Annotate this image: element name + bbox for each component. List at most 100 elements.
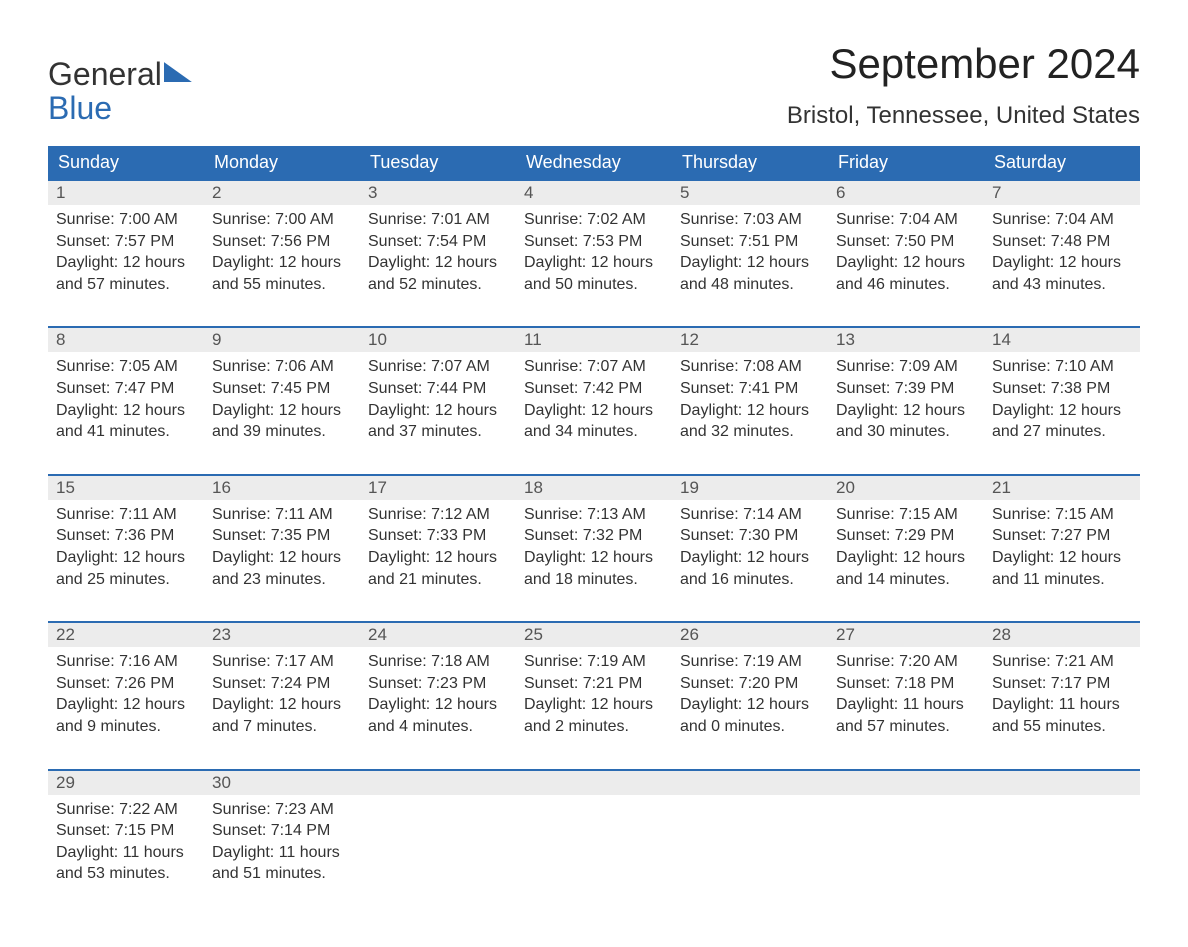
day-body: Sunrise: 7:02 AMSunset: 7:53 PMDaylight:… [516, 205, 672, 317]
sunrise-text: Sunrise: 7:05 AM [56, 356, 196, 378]
daylight-line1: Daylight: 12 hours [368, 694, 508, 716]
daylight-line2: and 7 minutes. [212, 716, 352, 738]
day-body: Sunrise: 7:01 AMSunset: 7:54 PMDaylight:… [360, 205, 516, 317]
day-cell [828, 770, 984, 907]
day-cell: 23Sunrise: 7:17 AMSunset: 7:24 PMDayligh… [204, 622, 360, 759]
daylight-line1: Daylight: 12 hours [212, 694, 352, 716]
daylight-line1: Daylight: 12 hours [524, 252, 664, 274]
daylight-line1: Daylight: 12 hours [680, 252, 820, 274]
sunrise-text: Sunrise: 7:06 AM [212, 356, 352, 378]
day-body: Sunrise: 7:06 AMSunset: 7:45 PMDaylight:… [204, 352, 360, 464]
day-number: 29 [48, 771, 204, 795]
sunrise-text: Sunrise: 7:15 AM [992, 504, 1132, 526]
sunset-text: Sunset: 7:44 PM [368, 378, 508, 400]
daylight-line2: and 57 minutes. [836, 716, 976, 738]
daylight-line2: and 34 minutes. [524, 421, 664, 443]
weekday-header: Thursday [672, 146, 828, 180]
daylight-line2: and 4 minutes. [368, 716, 508, 738]
sunset-text: Sunset: 7:18 PM [836, 673, 976, 695]
day-body: Sunrise: 7:13 AMSunset: 7:32 PMDaylight:… [516, 500, 672, 612]
day-number: 28 [984, 623, 1140, 647]
day-body: Sunrise: 7:00 AMSunset: 7:57 PMDaylight:… [48, 205, 204, 317]
daylight-line2: and 21 minutes. [368, 569, 508, 591]
day-cell: 18Sunrise: 7:13 AMSunset: 7:32 PMDayligh… [516, 475, 672, 612]
week-row: 15Sunrise: 7:11 AMSunset: 7:36 PMDayligh… [48, 475, 1140, 612]
daylight-line1: Daylight: 12 hours [680, 400, 820, 422]
day-body: Sunrise: 7:20 AMSunset: 7:18 PMDaylight:… [828, 647, 984, 759]
day-number-empty [516, 771, 672, 795]
day-body: Sunrise: 7:04 AMSunset: 7:48 PMDaylight:… [984, 205, 1140, 317]
sunrise-text: Sunrise: 7:11 AM [212, 504, 352, 526]
day-number: 10 [360, 328, 516, 352]
day-cell: 28Sunrise: 7:21 AMSunset: 7:17 PMDayligh… [984, 622, 1140, 759]
sunset-text: Sunset: 7:26 PM [56, 673, 196, 695]
day-number-empty [672, 771, 828, 795]
day-body: Sunrise: 7:21 AMSunset: 7:17 PMDaylight:… [984, 647, 1140, 759]
day-body: Sunrise: 7:17 AMSunset: 7:24 PMDaylight:… [204, 647, 360, 759]
day-cell: 12Sunrise: 7:08 AMSunset: 7:41 PMDayligh… [672, 327, 828, 464]
sunrise-text: Sunrise: 7:20 AM [836, 651, 976, 673]
day-body: Sunrise: 7:11 AMSunset: 7:35 PMDaylight:… [204, 500, 360, 612]
daylight-line2: and 41 minutes. [56, 421, 196, 443]
weekday-header: Saturday [984, 146, 1140, 180]
sunset-text: Sunset: 7:41 PM [680, 378, 820, 400]
day-cell: 26Sunrise: 7:19 AMSunset: 7:20 PMDayligh… [672, 622, 828, 759]
sunset-text: Sunset: 7:45 PM [212, 378, 352, 400]
weekday-header: Friday [828, 146, 984, 180]
day-number: 5 [672, 181, 828, 205]
daylight-line2: and 14 minutes. [836, 569, 976, 591]
day-number: 7 [984, 181, 1140, 205]
day-cell: 4Sunrise: 7:02 AMSunset: 7:53 PMDaylight… [516, 180, 672, 317]
weekday-header-row: Sunday Monday Tuesday Wednesday Thursday… [48, 146, 1140, 180]
day-number: 4 [516, 181, 672, 205]
day-cell: 9Sunrise: 7:06 AMSunset: 7:45 PMDaylight… [204, 327, 360, 464]
day-cell: 14Sunrise: 7:10 AMSunset: 7:38 PMDayligh… [984, 327, 1140, 464]
sunset-text: Sunset: 7:39 PM [836, 378, 976, 400]
day-number: 3 [360, 181, 516, 205]
title-block: September 2024 Bristol, Tennessee, Unite… [787, 40, 1140, 140]
sunset-text: Sunset: 7:14 PM [212, 820, 352, 842]
logo: General Blue [48, 58, 192, 125]
daylight-line2: and 48 minutes. [680, 274, 820, 296]
daylight-line2: and 9 minutes. [56, 716, 196, 738]
sunset-text: Sunset: 7:56 PM [212, 231, 352, 253]
day-cell: 19Sunrise: 7:14 AMSunset: 7:30 PMDayligh… [672, 475, 828, 612]
day-number: 16 [204, 476, 360, 500]
day-body: Sunrise: 7:15 AMSunset: 7:29 PMDaylight:… [828, 500, 984, 612]
day-body: Sunrise: 7:14 AMSunset: 7:30 PMDaylight:… [672, 500, 828, 612]
sunset-text: Sunset: 7:35 PM [212, 525, 352, 547]
day-number: 21 [984, 476, 1140, 500]
daylight-line1: Daylight: 11 hours [212, 842, 352, 864]
daylight-line1: Daylight: 12 hours [212, 400, 352, 422]
sunrise-text: Sunrise: 7:14 AM [680, 504, 820, 526]
sunrise-text: Sunrise: 7:17 AM [212, 651, 352, 673]
day-number: 11 [516, 328, 672, 352]
day-body: Sunrise: 7:00 AMSunset: 7:56 PMDaylight:… [204, 205, 360, 317]
sunrise-text: Sunrise: 7:11 AM [56, 504, 196, 526]
sunrise-text: Sunrise: 7:21 AM [992, 651, 1132, 673]
sunrise-text: Sunrise: 7:13 AM [524, 504, 664, 526]
weekday-header: Monday [204, 146, 360, 180]
sunset-text: Sunset: 7:15 PM [56, 820, 196, 842]
sunset-text: Sunset: 7:24 PM [212, 673, 352, 695]
day-number: 27 [828, 623, 984, 647]
week-row: 29Sunrise: 7:22 AMSunset: 7:15 PMDayligh… [48, 770, 1140, 907]
logo-line1: General [48, 56, 162, 92]
daylight-line1: Daylight: 12 hours [680, 547, 820, 569]
daylight-line2: and 32 minutes. [680, 421, 820, 443]
day-number: 19 [672, 476, 828, 500]
day-number: 2 [204, 181, 360, 205]
day-body: Sunrise: 7:09 AMSunset: 7:39 PMDaylight:… [828, 352, 984, 464]
daylight-line2: and 39 minutes. [212, 421, 352, 443]
day-cell: 29Sunrise: 7:22 AMSunset: 7:15 PMDayligh… [48, 770, 204, 907]
sunrise-text: Sunrise: 7:19 AM [680, 651, 820, 673]
daylight-line1: Daylight: 12 hours [56, 547, 196, 569]
day-cell [360, 770, 516, 907]
sunrise-text: Sunrise: 7:04 AM [836, 209, 976, 231]
day-cell [984, 770, 1140, 907]
daylight-line2: and 37 minutes. [368, 421, 508, 443]
day-number: 20 [828, 476, 984, 500]
day-cell: 17Sunrise: 7:12 AMSunset: 7:33 PMDayligh… [360, 475, 516, 612]
sunrise-text: Sunrise: 7:18 AM [368, 651, 508, 673]
day-number-empty [828, 771, 984, 795]
